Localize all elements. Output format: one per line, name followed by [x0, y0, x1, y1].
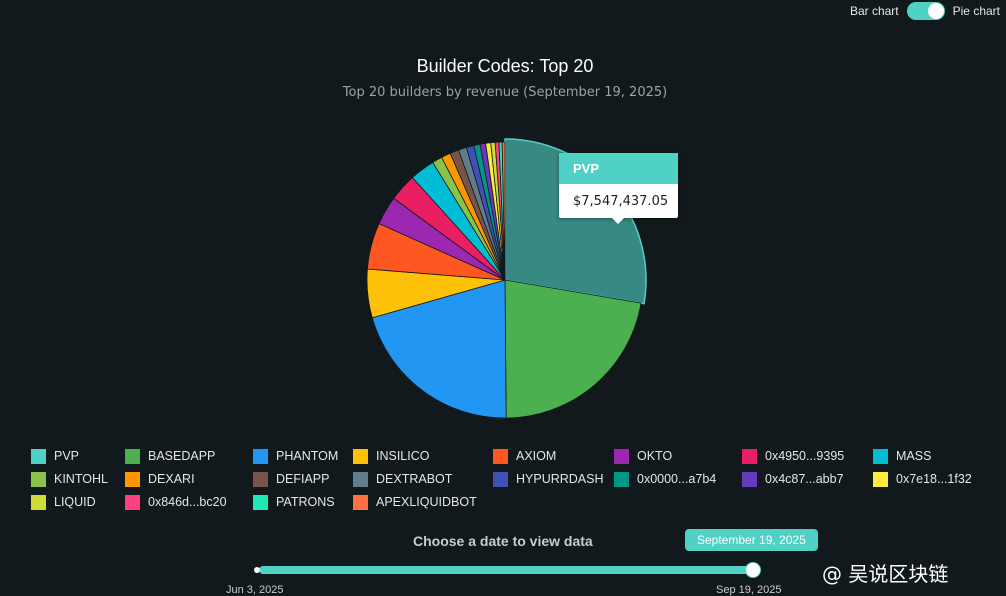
legend-swatch: [253, 471, 268, 487]
legend-item-0x7e18-1f32[interactable]: 0x7e18...1f32: [873, 471, 973, 487]
legend-item-patrons[interactable]: PATRONS: [253, 494, 353, 510]
legend-label: MASS: [896, 449, 932, 463]
legend-label: OKTO: [637, 449, 673, 463]
chart-type-toggle[interactable]: [906, 2, 945, 20]
legend-item-0x4c87-abb7[interactable]: 0x4c87...abb7: [742, 471, 873, 487]
slice-tooltip: PVP $7,547,437.05: [559, 153, 678, 224]
tooltip-label: PVP: [559, 153, 678, 184]
legend-label: 0x4950...9395: [765, 449, 845, 463]
chart-subtitle: Top 20 builders by revenue (September 19…: [342, 85, 668, 100]
slider-max-label: Sep 19, 2025: [716, 584, 782, 596]
legend-item-hypurrdash[interactable]: HYPURRDASH: [493, 471, 614, 487]
legend-item-dextrabot[interactable]: DEXTRABOT: [353, 471, 493, 487]
legend-label: KINTOHL: [54, 472, 108, 486]
legend-label: BASEDAPP: [148, 449, 216, 463]
legend-label: DEFIAPP: [276, 472, 330, 486]
legend-item-mass[interactable]: MASS: [873, 448, 973, 464]
legend-item-0x4950-9395[interactable]: 0x4950...9395: [742, 448, 873, 464]
legend-swatch: [353, 494, 368, 510]
chart-title: Builder Codes: Top 20: [416, 56, 594, 76]
legend-label: AXIOM: [516, 449, 557, 463]
date-slider-track[interactable]: [259, 566, 753, 574]
watermark: @ 吴说区块链: [822, 562, 949, 586]
legend-label: 0x846d...bc20: [148, 495, 227, 509]
legend-swatch: [31, 448, 46, 464]
legend-label: LIQUID: [54, 495, 96, 509]
date-slider-thumb[interactable]: [745, 562, 761, 578]
legend-swatch: [353, 471, 368, 487]
legend-item-defiapp[interactable]: DEFIAPP: [253, 471, 353, 487]
legend-label: 0x0000...a7b4: [637, 472, 717, 486]
legend-item-basedapp[interactable]: BASEDAPP: [125, 448, 253, 464]
legend-label: PHANTOM: [276, 449, 339, 463]
slider-min-label: Jun 3, 2025: [226, 584, 284, 596]
toggle-knob: [927, 3, 944, 19]
legend-swatch: [125, 448, 140, 464]
legend-item-apexliquidbot[interactable]: APEXLIQUIDBOT: [353, 494, 493, 510]
legend-swatch: [873, 471, 888, 487]
pie-slice-apexliquidbot[interactable]: [501, 141, 506, 281]
legend-swatch: [493, 448, 508, 464]
legend-swatch: [873, 448, 888, 464]
legend-item-kintohl[interactable]: KINTOHL: [31, 471, 125, 487]
tooltip-arrow: [612, 218, 624, 224]
legend-item-dexari[interactable]: DEXARI: [125, 471, 253, 487]
bar-chart-label[interactable]: Bar chart: [849, 4, 899, 18]
legend-item-insilico[interactable]: INSILICO: [353, 448, 493, 464]
legend-swatch: [353, 448, 368, 464]
legend-item-pvp[interactable]: PVP: [31, 448, 125, 464]
chart-legend: PVP BASEDAPP PHANTOM INSILICO AXIOM OKTO 0x495…: [31, 448, 973, 510]
legend-item-axiom[interactable]: AXIOM: [493, 448, 614, 464]
legend-item-liquid[interactable]: LIQUID: [31, 494, 125, 510]
legend-swatch: [31, 494, 46, 510]
legend-label: 0x4c87...abb7: [765, 472, 844, 486]
legend-swatch: [742, 471, 757, 487]
legend-label: PATRONS: [276, 495, 335, 509]
legend-swatch: [493, 471, 508, 487]
tooltip-value: $7,547,437.05: [573, 194, 669, 209]
legend-label: DEXARI: [148, 472, 195, 486]
legend-label: PVP: [54, 449, 80, 463]
legend-item-0x0000-a7b4[interactable]: 0x0000...a7b4: [614, 471, 742, 487]
pie-chart-label[interactable]: Pie chart: [952, 4, 1000, 18]
legend-swatch: [614, 471, 629, 487]
legend-item-phantom[interactable]: PHANTOM: [253, 448, 353, 464]
pie-slice-basedapp[interactable]: [504, 279, 642, 419]
legend-item-okto[interactable]: OKTO: [614, 448, 742, 464]
legend-swatch: [253, 494, 268, 510]
legend-label: HYPURRDASH: [516, 472, 604, 486]
date-slider-start-marker: [254, 567, 260, 573]
legend-swatch: [31, 471, 46, 487]
date-selector-label: Choose a date to view data: [413, 533, 593, 549]
chart-type-toggle-group: Bar chart Pie chart: [850, 2, 1000, 20]
legend-swatch: [614, 448, 629, 464]
legend-label: INSILICO: [376, 449, 430, 463]
legend-item-0x846d-bc20[interactable]: 0x846d...bc20: [125, 494, 253, 510]
legend-swatch: [125, 494, 140, 510]
legend-label: 0x7e18...1f32: [896, 472, 972, 486]
legend-swatch: [253, 448, 268, 464]
legend-swatch: [125, 471, 140, 487]
legend-swatch: [742, 448, 757, 464]
selected-date-badge: September 19, 2025: [685, 529, 818, 551]
legend-label: APEXLIQUIDBOT: [376, 495, 477, 509]
legend-label: DEXTRABOT: [376, 472, 453, 486]
pie-slice-phantom[interactable]: [371, 279, 507, 419]
